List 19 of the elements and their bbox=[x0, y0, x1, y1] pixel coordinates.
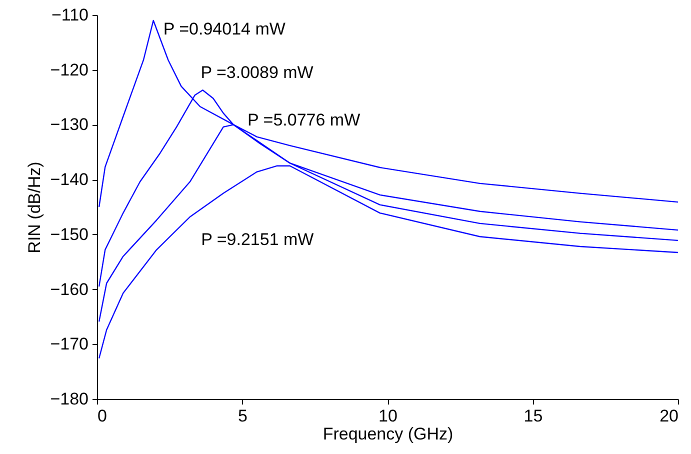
x-tick-label: 15 bbox=[524, 406, 543, 426]
x-axis-title: Frequency (GHz) bbox=[322, 424, 454, 444]
x-tick-label: 0 bbox=[98, 406, 107, 426]
y-tick-label: −170 bbox=[50, 334, 88, 354]
y-tick-label: −180 bbox=[50, 390, 88, 408]
y-tick-label: −140 bbox=[50, 170, 88, 190]
y-tick-label: −130 bbox=[50, 115, 88, 134]
y-tick-label: −160 bbox=[50, 280, 88, 299]
y-axis-title: RIN (dB/Hz) bbox=[25, 162, 44, 254]
y-tick-label: −150 bbox=[50, 224, 88, 244]
x-tick-label: 20 bbox=[660, 406, 678, 426]
series-label: P =5.0776 mW bbox=[248, 110, 360, 130]
y-tick-label: −120 bbox=[50, 60, 88, 80]
x-tick-label: 10 bbox=[378, 406, 398, 426]
series-label: P =0.94014 mW bbox=[163, 19, 286, 38]
y-tick-label: −110 bbox=[51, 6, 88, 24]
series-label: P =9.2151 mW bbox=[201, 230, 314, 249]
series-label: P =3.0089 mW bbox=[200, 63, 314, 82]
x-tick-label: 5 bbox=[238, 406, 248, 426]
